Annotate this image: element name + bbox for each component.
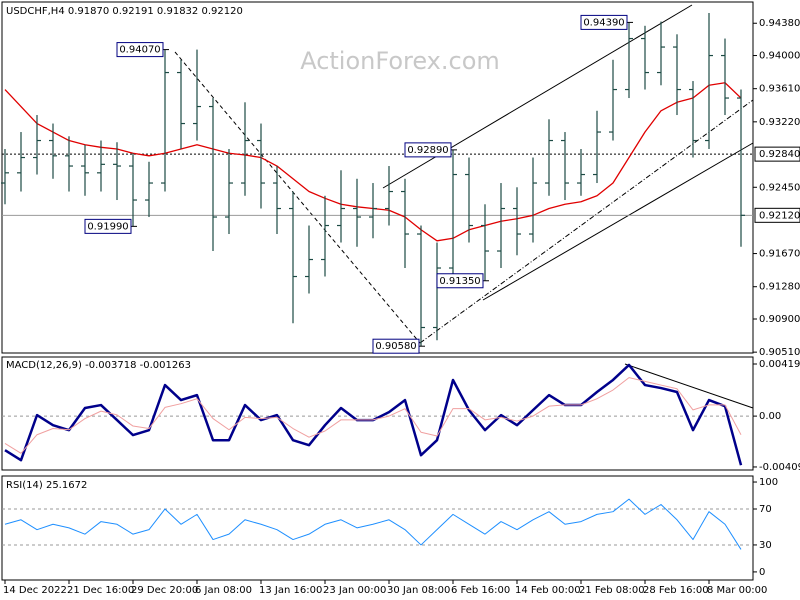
indicator-line — [4, 498, 742, 550]
price-level-label: 0.92120 — [759, 210, 800, 221]
annotation-label: 0.94070 — [119, 45, 160, 56]
annotation-label: 0.91990 — [87, 221, 128, 232]
price-level-box — [754, 146, 800, 162]
y-tick-label: 0.90510 — [759, 347, 800, 358]
x-tick-label: 28 Feb 16:00 — [643, 585, 709, 596]
x-tick-label: 6 Jan 08:00 — [195, 585, 252, 596]
y-tick-label: 0.92450 — [759, 182, 800, 193]
y-tick-label: 0.90900 — [759, 314, 800, 325]
x-tick-label: 21 Feb 08:00 — [579, 585, 645, 596]
x-tick-label: 14 Dec 2022 — [3, 585, 67, 596]
y-tick-label: 0.94380 — [759, 18, 800, 29]
x-tick-label: 14 Feb 00:00 — [515, 585, 581, 596]
annotation-box — [580, 14, 628, 30]
y-tick-label: 0 — [759, 567, 765, 578]
dashdot-trend — [419, 99, 754, 344]
y-tick-label: 0.004196 — [759, 359, 800, 370]
x-tick-label: 30 Jan 08:00 — [387, 585, 450, 596]
rsi-title: RSI(14) 25.1672 — [6, 480, 87, 491]
annotation-label: 0.90580 — [375, 341, 416, 352]
price-panel — [1, 1, 754, 354]
annotation-label: 0.92890 — [407, 145, 448, 156]
annotation-box — [436, 273, 484, 289]
x-tick-label: 6 Feb 16:00 — [451, 585, 510, 596]
y-tick-label: 30 — [759, 540, 772, 551]
dashed-trend — [174, 51, 421, 344]
annotation-label: 0.91350 — [439, 276, 480, 287]
price-level-box — [754, 207, 800, 223]
chart-title: USDCHF,H4 0.91870 0.92191 0.91832 0.9212… — [6, 6, 243, 17]
channel-lower — [482, 142, 754, 301]
x-tick-label: 23 Jan 00:00 — [323, 585, 386, 596]
macd-trend — [624, 363, 754, 409]
x-tick-label: 13 Jan 16:00 — [259, 585, 322, 596]
x-tick-label: 29 Dec 20:00 — [131, 585, 198, 596]
annotation-box — [116, 42, 164, 58]
y-tick-label: 0.94000 — [759, 51, 800, 62]
annotation-box — [372, 338, 420, 354]
macd-panel — [1, 356, 754, 471]
y-tick-label: 100 — [759, 477, 778, 488]
y-tick-label: 0.91280 — [759, 282, 800, 293]
annotation-label: 0.94390 — [583, 17, 624, 28]
y-tick-label: 70 — [759, 504, 772, 515]
y-tick-label: -0.004095 — [759, 462, 800, 473]
price-level-label: 0.92840 — [759, 149, 800, 160]
macd-title: MACD(12,26,9) -0.003718 -0.001263 — [6, 360, 191, 371]
rsi-panel — [1, 475, 754, 581]
y-tick-label: 0.93610 — [759, 84, 800, 95]
watermark: ActionForex.com — [300, 47, 500, 75]
x-tick-label: 21 Dec 16:00 — [67, 585, 134, 596]
annotation-box — [404, 142, 452, 158]
channel-upper — [382, 4, 693, 189]
x-tick-label: 8 Mar 00:00 — [707, 585, 767, 596]
y-tick-label: 0.91670 — [759, 249, 800, 260]
y-tick-label: 0.00 — [759, 411, 781, 422]
indicator-line — [4, 377, 742, 454]
annotation-box — [84, 218, 132, 234]
trend-lines — [174, 4, 754, 409]
y-tick-label: 0.93220 — [759, 117, 800, 128]
